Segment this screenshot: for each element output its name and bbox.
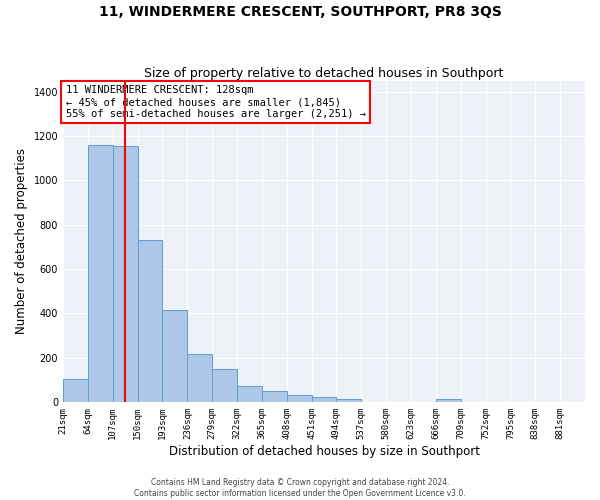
Bar: [337, 398, 361, 402]
Bar: [88, 145, 113, 402]
Title: Size of property relative to detached houses in Southport: Size of property relative to detached ho…: [145, 66, 504, 80]
Bar: [187, 354, 212, 402]
Text: Contains HM Land Registry data © Crown copyright and database right 2024.
Contai: Contains HM Land Registry data © Crown c…: [134, 478, 466, 498]
Bar: [436, 398, 461, 402]
Y-axis label: Number of detached properties: Number of detached properties: [15, 148, 28, 334]
Text: 11, WINDERMERE CRESCENT, SOUTHPORT, PR8 3QS: 11, WINDERMERE CRESCENT, SOUTHPORT, PR8 …: [98, 5, 502, 19]
Bar: [262, 391, 287, 402]
Text: 11 WINDERMERE CRESCENT: 128sqm
← 45% of detached houses are smaller (1,845)
55% : 11 WINDERMERE CRESCENT: 128sqm ← 45% of …: [65, 86, 365, 118]
Bar: [311, 398, 337, 402]
Bar: [137, 240, 163, 402]
Bar: [212, 368, 237, 402]
Bar: [113, 146, 137, 402]
Bar: [287, 395, 311, 402]
X-axis label: Distribution of detached houses by size in Southport: Distribution of detached houses by size …: [169, 444, 479, 458]
Bar: [63, 378, 88, 402]
Bar: [163, 310, 187, 402]
Bar: [237, 386, 262, 402]
